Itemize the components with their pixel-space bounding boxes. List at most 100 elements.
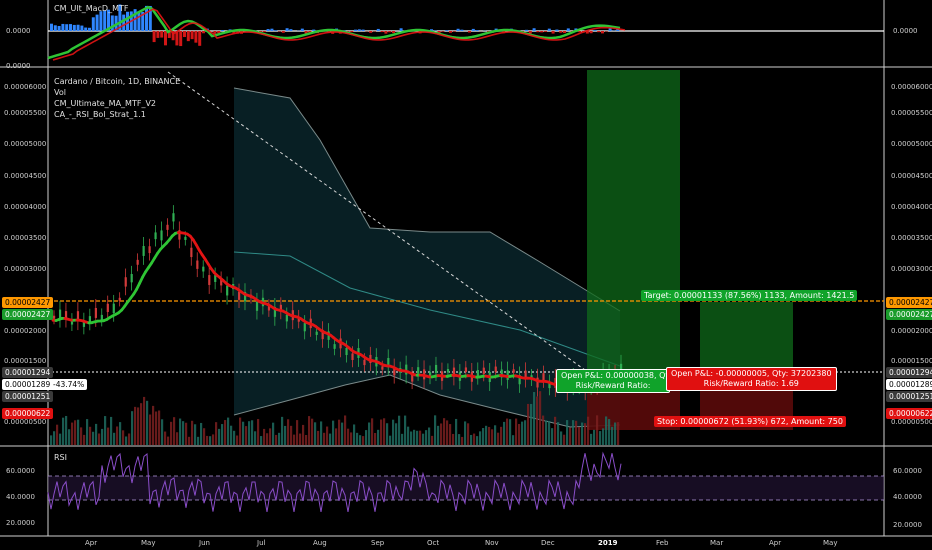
volume-bar bbox=[449, 424, 451, 445]
macd-histogram-bar bbox=[122, 15, 125, 31]
volume-bar bbox=[326, 427, 328, 445]
volume-bar bbox=[341, 423, 343, 445]
right-price-tag-orange: 0.00002427 bbox=[886, 297, 932, 308]
volume-bar bbox=[221, 424, 223, 445]
macd-histogram-bar bbox=[194, 31, 197, 43]
target-label[interactable]: Target: 0.00001133 (87.56%) 1133, Amount… bbox=[641, 290, 857, 301]
macd-histogram-bar bbox=[179, 31, 182, 46]
macd-histogram-bar bbox=[350, 31, 353, 32]
time-axis-label: Apr bbox=[85, 539, 97, 547]
indicator-vol[interactable]: Vol bbox=[54, 87, 180, 98]
volume-bar bbox=[182, 421, 184, 445]
volume-bar bbox=[206, 436, 208, 445]
volume-bar bbox=[509, 419, 511, 445]
right-axis-label: 0.00004000 bbox=[891, 203, 932, 211]
macd-histogram-bar bbox=[388, 31, 391, 32]
volume-bar bbox=[416, 431, 418, 445]
macd-histogram-bar bbox=[593, 30, 596, 31]
target-zone bbox=[700, 302, 793, 372]
macd-histogram-bar bbox=[263, 31, 266, 32]
volume-bar bbox=[65, 416, 67, 445]
candle-body bbox=[154, 232, 156, 239]
rsi-pane-title: RSI bbox=[54, 452, 67, 463]
macd-histogram-bar bbox=[58, 26, 61, 31]
volume-bar bbox=[197, 437, 199, 445]
volume-bar bbox=[80, 427, 82, 445]
macd-histogram-bar bbox=[384, 31, 387, 34]
left-axis-label: 0.00005500 bbox=[4, 109, 46, 117]
volume-bar bbox=[266, 433, 268, 445]
time-axis-label: Aug bbox=[313, 539, 327, 547]
candle-body bbox=[53, 316, 55, 319]
volume-bar bbox=[131, 411, 133, 445]
candle-body bbox=[542, 373, 544, 380]
volume-bar bbox=[545, 421, 547, 445]
candle-body bbox=[345, 348, 347, 355]
volume-bar bbox=[521, 422, 523, 445]
volume-bar bbox=[56, 425, 58, 445]
macd-histogram-bar bbox=[544, 31, 547, 32]
volume-bar bbox=[332, 421, 334, 445]
macd-histogram-bar bbox=[533, 28, 536, 31]
symbol-title[interactable]: Cardano / Bitcoin, 1D, BINANCE bbox=[54, 76, 180, 87]
volume-bar bbox=[89, 427, 91, 445]
stop-label[interactable]: Stop: 0.00000672 (51.93%) 672, Amount: 7… bbox=[654, 416, 846, 427]
macd-histogram-bar bbox=[369, 31, 372, 33]
volume-bar bbox=[350, 432, 352, 445]
volume-bar bbox=[104, 416, 106, 445]
volume-bar bbox=[164, 432, 166, 445]
volume-bar bbox=[77, 420, 79, 445]
volume-bar bbox=[71, 423, 73, 445]
volume-bar bbox=[62, 418, 64, 445]
left-price-tag-orange: 0.00002427 bbox=[2, 297, 53, 308]
volume-bar bbox=[569, 428, 571, 445]
candle-body bbox=[166, 225, 168, 230]
time-axis-label: Jul bbox=[257, 539, 265, 547]
macd-histogram-bar bbox=[160, 31, 163, 38]
volume-bar bbox=[251, 420, 253, 445]
volume-bar bbox=[83, 435, 85, 445]
macd-histogram-bar bbox=[354, 30, 357, 31]
volume-bar bbox=[617, 422, 619, 445]
open-pnl-green-box[interactable]: Open P&L: 0.00000038, Qty: Risk/Reward R… bbox=[556, 369, 670, 393]
left-axis-label: 0.00003500 bbox=[4, 234, 46, 242]
open-pnl-green-line1: Open P&L: 0.00000038, Qty: bbox=[561, 371, 665, 381]
rsi-right-label: 40.0000 bbox=[893, 493, 922, 501]
candle-body bbox=[495, 367, 497, 372]
macd-histogram-bar bbox=[191, 31, 194, 39]
macd-histogram-bar bbox=[312, 30, 315, 31]
macd-histogram-bar bbox=[449, 31, 452, 33]
volume-bar bbox=[257, 419, 259, 445]
candle-body bbox=[351, 353, 353, 360]
volume-bar bbox=[113, 433, 115, 445]
volume-bar bbox=[581, 423, 583, 445]
volume-bar bbox=[539, 391, 541, 445]
volume-bar bbox=[134, 407, 136, 445]
macd-histogram-bar bbox=[548, 29, 551, 31]
volume-bar bbox=[368, 422, 370, 445]
macd-histogram-bar bbox=[445, 30, 448, 31]
volume-bar bbox=[473, 434, 475, 445]
volume-bar bbox=[107, 428, 109, 445]
volume-bar bbox=[503, 422, 505, 445]
open-pnl-red-box[interactable]: Open P&L: -0.00000005, Qty: 37202380 Ris… bbox=[666, 367, 837, 391]
volume-bar bbox=[359, 435, 361, 445]
volume-bar bbox=[125, 436, 127, 445]
volume-bar bbox=[401, 434, 403, 445]
macd-histogram-bar bbox=[563, 31, 566, 33]
macd-histogram-bar bbox=[92, 17, 95, 31]
right-axis-label: 0.00003000 bbox=[891, 265, 932, 273]
volume-bar bbox=[101, 429, 103, 445]
right-axis-label: 0.00006000 bbox=[891, 83, 932, 91]
volume-bar bbox=[74, 420, 76, 445]
volume-bar bbox=[245, 426, 247, 445]
volume-bar bbox=[236, 436, 238, 445]
macd-histogram-bar bbox=[126, 12, 129, 31]
volume-bar bbox=[383, 418, 385, 445]
volume-bar bbox=[578, 427, 580, 445]
indicator-rsi-bol[interactable]: CA_-_RSI_Bol_Strat_1.1 bbox=[54, 109, 180, 120]
indicator-ma[interactable]: CM_Ultimate_MA_MTF_V2 bbox=[54, 98, 180, 109]
volume-bar bbox=[542, 416, 544, 445]
volume-bar bbox=[116, 426, 118, 445]
macd-histogram-bar bbox=[198, 31, 201, 46]
